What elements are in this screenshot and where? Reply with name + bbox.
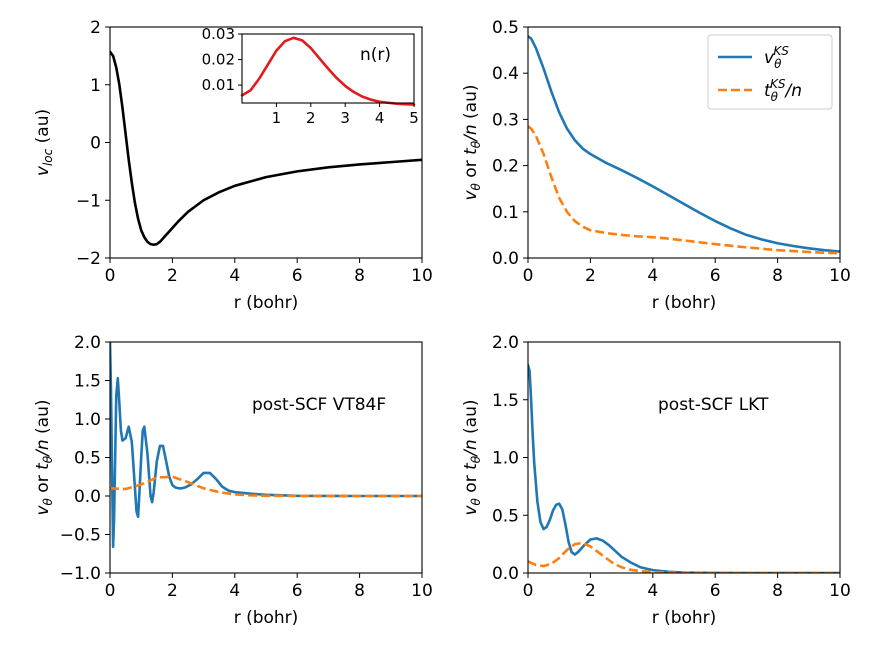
plot-area-2 [110,342,422,549]
series-line-3-0 [528,363,840,573]
y-tick-label-0-3: 1 [90,76,101,96]
series-line-1-0 [528,34,840,253]
y-tick-label-1-0: 0.0 [492,249,519,269]
inset-y-tick-label-0: 0.01 [202,76,235,94]
y-tick-label-3-2: 1.0 [492,449,519,469]
y-tick-label-1-1: 0.1 [492,203,519,223]
series-line-2-0 [110,342,422,549]
y-tick-label-3-0: 0.0 [492,564,519,584]
inset-label: n(r) [360,45,391,65]
x-tick-label-2-1: 2 [167,581,178,601]
inset-frame [241,33,415,104]
series-line-0-0 [110,50,422,247]
x-tick-label-1-3: 6 [710,266,721,286]
panel-bottom-right: 0 2 4 6 8 10 0.0 0.5 1.0 1.5 2.0 r (bohr) vθ or tθ/n… [461,333,851,628]
y-tick-label-1-5: 0.5 [492,18,519,38]
panel-top-right: 0 2 4 6 8 10 0.0 0.1 0.2 0.3 0.4 0.5 r (bohr) vθ or t… [461,18,851,313]
x-tick-label-2-2: 4 [229,581,240,601]
inset-density-plot: 1 2 3 4 5 0.01 0.02 0.03 n(r) [202,25,419,127]
x-tick-label-3-5: 10 [829,581,851,601]
inset-x-tick-label-4: 5 [409,109,419,127]
y-tick-label-2-2: 0.0 [74,487,101,507]
x-tick-label-0-4: 8 [354,266,365,286]
x-tick-label-2-4: 8 [354,581,365,601]
panel-top-left: 0 2 4 6 8 10 −2 −1 0 1 2 r (bohr) vloc (au) 1 2 3 4 5 0.01… [33,18,433,313]
y-tick-label-0-2: 0 [90,134,101,154]
y-tick-label-2-0: −1.0 [60,564,101,584]
axes-frame-3 [527,341,841,574]
x-tick-label-3-3: 6 [710,581,721,601]
y-tick-label-1-4: 0.4 [492,64,519,84]
y-tick-label-1-2: 0.2 [492,157,519,177]
y-tick-label-2-3: 0.5 [74,449,101,469]
plot-area-1 [528,34,840,255]
inset-x-tick-label-0: 1 [272,109,282,127]
x-axis-label-0: r (bohr) [234,293,299,313]
plot-area-0 [110,50,422,247]
x-tick-label-1-0: 0 [523,266,534,286]
y-tick-label-3-4: 2.0 [492,333,519,353]
axes-frame-1 [527,26,841,259]
y-tick-label-2-5: 1.5 [74,372,101,392]
y-axis-label-2: vθ or tθ/n (au) [33,399,55,515]
inset-x-tick-label-3: 4 [375,109,385,127]
x-tick-label-2-3: 6 [292,581,303,601]
x-tick-label-2-5: 10 [411,581,433,601]
x-axis-label-1: r (bohr) [652,293,717,313]
inset-x-tick-label-1: 2 [306,109,316,127]
x-tick-label-1-5: 10 [829,266,851,286]
legend: vθKS tθKS/n [707,34,833,110]
inset-y-tick-label-2: 0.03 [202,25,235,43]
series-line-1-1 [528,125,840,255]
y-tick-label-3-3: 1.5 [492,391,519,411]
x-tick-label-3-4: 8 [772,581,783,601]
inset-x-tick-label-2: 3 [340,109,350,127]
legend-entry-0: vθKS [764,44,789,71]
y-axis-label-1: vθ or tθ/n (au) [461,84,483,200]
y-tick-label-0-0: −2 [76,249,101,269]
x-tick-label-3-1: 2 [585,581,596,601]
x-tick-label-3-2: 4 [647,581,658,601]
inset-y-tick-label-1: 0.02 [202,51,235,69]
x-tick-label-0-3: 6 [292,266,303,286]
y-tick-label-2-4: 1.0 [74,410,101,430]
y-axis-label-0: vloc (au) [33,109,55,176]
series-line-2-1 [110,475,422,498]
y-tick-label-1-3: 0.3 [492,110,519,130]
x-tick-label-0-0: 0 [105,266,116,286]
plot-area-3 [528,363,840,573]
x-tick-label-1-4: 8 [772,266,783,286]
panel-annotation-2: post-SCF VT84F [252,395,386,415]
x-tick-label-1-2: 4 [647,266,658,286]
y-tick-label-3-1: 0.5 [492,506,519,526]
panel-bottom-left: 0 2 4 6 8 10 −1.0 −0.5 0.0 0.5 1.0 1.5 2.0 r (bohr) vθ… [33,333,433,628]
series-line-inset-0 [240,36,416,106]
x-axis-label-2: r (bohr) [234,608,299,628]
x-tick-label-2-0: 0 [105,581,116,601]
x-tick-label-0-1: 2 [167,266,178,286]
panel-annotation-3: post-SCF LKT [658,395,769,415]
x-tick-label-0-2: 4 [229,266,240,286]
x-tick-label-1-1: 2 [585,266,596,286]
series-line-3-1 [528,541,840,573]
x-tick-label-0-5: 10 [411,266,433,286]
y-axis-label-3: vθ or tθ/n (au) [461,399,483,515]
y-tick-label-2-1: −0.5 [60,526,101,546]
y-tick-label-0-4: 2 [90,18,101,38]
y-tick-label-2-6: 2.0 [74,333,101,353]
legend-entry-1: tθKS/n [764,77,802,104]
x-axis-label-3: r (bohr) [652,608,717,628]
y-tick-label-0-1: −1 [76,191,101,211]
x-tick-label-3-0: 0 [523,581,534,601]
